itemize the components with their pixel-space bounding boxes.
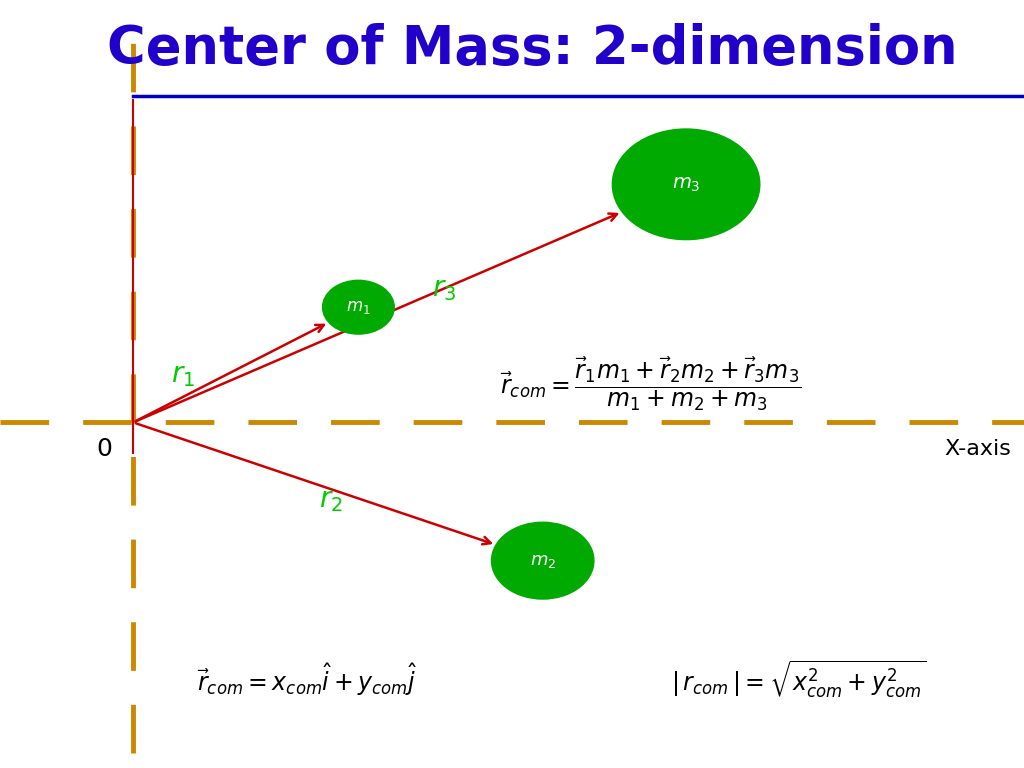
Circle shape bbox=[492, 522, 594, 599]
Text: $|\, r_{com}\, |= \sqrt{x_{com}^2 + y_{com}^2}$: $|\, r_{com}\, |= \sqrt{x_{com}^2 + y_{c… bbox=[671, 658, 927, 701]
Text: $m_1$: $m_1$ bbox=[346, 298, 371, 316]
Text: $\vec{r}_{com} = \dfrac{\vec{r}_1 m_1 + \vec{r}_2 m_2 + \vec{r}_3 m_3}{m_1 + m_2: $\vec{r}_{com} = \dfrac{\vec{r}_1 m_1 + … bbox=[500, 356, 801, 412]
Text: $m_2$: $m_2$ bbox=[529, 551, 556, 570]
Circle shape bbox=[612, 129, 760, 240]
Text: $r_3$: $r_3$ bbox=[432, 275, 457, 303]
Text: $r_1$: $r_1$ bbox=[171, 361, 195, 389]
Circle shape bbox=[323, 280, 394, 334]
Text: 0: 0 bbox=[96, 437, 113, 462]
Text: $m_3$: $m_3$ bbox=[672, 175, 700, 194]
Text: X-axis: X-axis bbox=[944, 439, 1012, 459]
Text: $r_2$: $r_2$ bbox=[318, 485, 343, 514]
Text: $\vec{r}_{com} = x_{com}\hat{i} + y_{com}\hat{j}$: $\vec{r}_{com} = x_{com}\hat{i} + y_{com… bbox=[197, 661, 418, 698]
Text: Center of Mass: 2-dimension: Center of Mass: 2-dimension bbox=[108, 23, 957, 75]
